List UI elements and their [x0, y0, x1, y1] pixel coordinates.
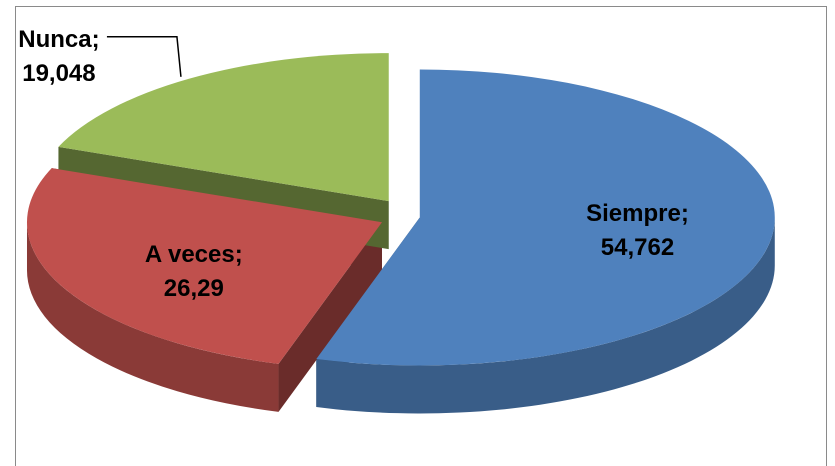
slice-category-a-veces: A veces;: [145, 241, 243, 268]
slice-category-nunca: Nunca;: [18, 26, 99, 53]
slice-value-a-veces: 26,29: [164, 275, 224, 302]
leader-lines: [106, 36, 182, 77]
slice-label-nunca: Nunca; 19,048: [18, 26, 99, 87]
slice-wall: [278, 222, 382, 412]
slice-nunca: [58, 53, 389, 202]
slice-label-siempre: Siempre; 54,762: [586, 200, 689, 261]
slice-labels: Siempre; 54,762 A veces; 26,29 Nunca; 19,048: [18, 26, 689, 302]
slice-value-siempre: 54,762: [601, 234, 674, 261]
slice-category-siempre: Siempre;: [586, 200, 689, 227]
slice-value-nunca: 19,048: [22, 60, 95, 87]
slice-siempre: [316, 69, 775, 366]
pie-tops: [26, 53, 775, 366]
slice-rim: [316, 217, 775, 414]
leader-line-nunca: [106, 36, 182, 77]
slice-a-veces: [26, 168, 382, 364]
slice-rim: [26, 222, 279, 412]
slice-label-a-veces: A veces; 26,29: [145, 241, 243, 302]
